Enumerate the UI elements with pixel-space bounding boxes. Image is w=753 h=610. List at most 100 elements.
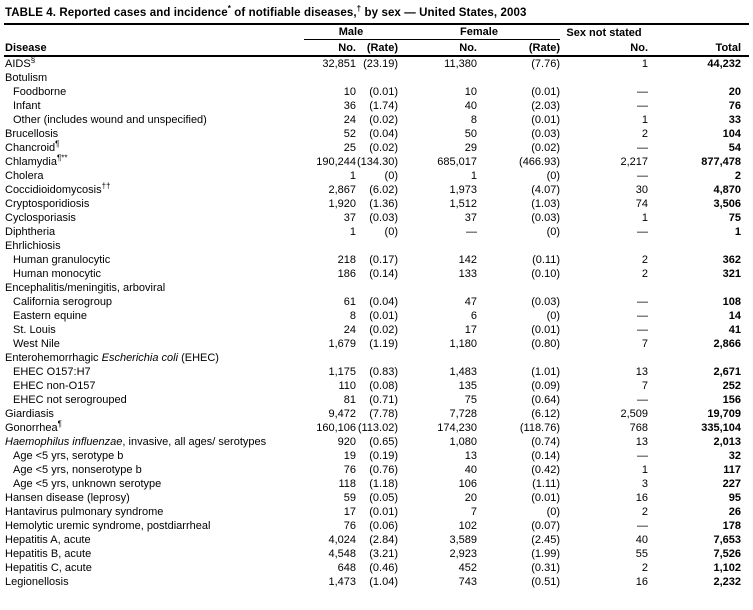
table-row: Other (includes wound and unspecified) 24… <box>4 113 749 127</box>
female-rate-cell: (7.76) <box>531 58 561 70</box>
disease-name-cell: Human monocytic <box>4 267 304 281</box>
female-rate-cell: (118.76) <box>519 422 561 434</box>
table-row: California serogroup 61 (0.04) 47 (0.03) — 108 <box>4 295 749 309</box>
female-rate-cell: (0.42) <box>531 464 561 476</box>
footnote-marker-asterisk: * <box>227 4 231 14</box>
sex-not-stated-no-cell: 16 <box>635 576 649 588</box>
total-cell: 20 <box>728 86 742 98</box>
table-row: Hepatitis B, acute 4,548 (3.21) 2,923 (1.99)… <box>4 547 749 561</box>
sex-not-stated-no-cell <box>560 281 648 295</box>
male-rate-cell: (0) <box>384 226 398 238</box>
male-no-cell: 76 <box>343 464 356 476</box>
male-no-cell: 52 <box>343 128 356 140</box>
disease-name-segment: Hepatitis B, acute <box>5 548 92 560</box>
total-cell: 3,506 <box>713 198 742 210</box>
female-no-cell: 685,017 <box>437 156 477 168</box>
disease-name-cell: Infant <box>4 99 304 113</box>
table-row: Gonorrhea¶ 160,106 (113.02) 174,230 (118.76)… <box>4 420 749 435</box>
female-no-cell: 8 <box>470 114 477 126</box>
disease-name-cell: Age <5 yrs, unknown serotype <box>4 477 304 491</box>
male-no-cell: 1 <box>349 226 356 238</box>
disease-name-segment: Giardiasis <box>5 408 54 420</box>
female-no-cell: 50 <box>464 128 477 140</box>
disease-group-row: Encephalitis/meningitis, arboviral <box>4 281 749 295</box>
sex-not-stated-no-cell: — <box>637 324 649 336</box>
total-cell <box>648 71 749 85</box>
total-cell: 2,671 <box>713 366 742 378</box>
male-no-cell: 190,244 <box>316 156 356 168</box>
female-no-cell: 13 <box>464 450 477 462</box>
disease-name-segment: Brucellosis <box>5 128 59 140</box>
male-no-cell: 61 <box>343 296 356 308</box>
male-no-cell: 17 <box>343 506 356 518</box>
disease-name-segment: Gonorrhea <box>5 422 58 434</box>
disease-name-segment: Human monocytic <box>13 268 102 280</box>
female-rate-cell: (6.12) <box>531 408 561 420</box>
male-no-cell: 32,851 <box>322 58 356 70</box>
female-rate-cell: (2.45) <box>531 534 561 546</box>
sex-not-stated-no-cell: 13 <box>635 436 649 448</box>
male-no-cell: 1,473 <box>328 576 356 588</box>
table-row: AIDS§ 32,851 (23.19) 11,380 (7.76) 1 44,232 <box>4 56 749 71</box>
table-row: Age <5 yrs, nonserotype b 76 (0.76) 40 (0.42… <box>4 463 749 477</box>
total-cell <box>648 351 749 365</box>
disease-name-cell: AIDS§ <box>4 56 304 71</box>
female-rate-cell: (2.03) <box>531 100 561 112</box>
male-no-cell: 4,024 <box>328 534 356 546</box>
sex-not-stated-no-cell: — <box>637 394 649 406</box>
female-rate-cell: (0.09) <box>531 380 561 392</box>
spacer-cell <box>4 25 304 40</box>
female-rate-cell: (0.51) <box>531 576 561 588</box>
sex-not-stated-no-cell: 7 <box>641 338 649 350</box>
disease-name-segment: Other (includes wound and unspecified) <box>13 114 207 126</box>
male-no-cell: 4,548 <box>328 548 356 560</box>
table-row: Legionellosis 1,473 (1.04) 743 (0.51) 16 2,232 <box>4 575 749 589</box>
male-rate-cell: (0.14) <box>369 268 398 280</box>
disease-name-segment: Ehrlichiosis <box>5 240 61 252</box>
male-no-cell: 36 <box>343 100 356 112</box>
table-body: AIDS§ 32,851 (23.19) 11,380 (7.76) 1 44,232 Bot… <box>4 56 749 589</box>
title-text: of notifiable diseases, <box>230 7 357 19</box>
sex-not-stated-no-cell: 16 <box>635 492 649 504</box>
sex-not-stated-no-cell: 30 <box>635 184 649 196</box>
table-row: Cyclosporiasis 37 (0.03) 37 (0.03) 1 75 <box>4 211 749 225</box>
male-rate-cell: (0.04) <box>369 296 398 308</box>
disease-name-cell: Other (includes wound and unspecified) <box>4 113 304 127</box>
total-cell: 1 <box>734 226 742 238</box>
total-cell: 7,653 <box>713 534 742 546</box>
disease-name-segment: Encephalitis/meningitis, arboviral <box>5 282 166 294</box>
disease-name-cell: Human granulocytic <box>4 253 304 267</box>
sex-not-stated-group-header: Sex not stated <box>566 26 642 39</box>
table-row: Chlamydia¶** 190,244 (134.30) 685,017 (466.9… <box>4 154 749 169</box>
disease-name-segment: Infant <box>13 100 41 112</box>
male-rate-cell: (1.04) <box>369 576 398 588</box>
male-rate-cell: (1.19) <box>369 338 398 350</box>
table-row: Giardiasis 9,472 (7.78) 7,728 (6.12) 2,509 19,… <box>4 407 749 421</box>
total-cell: 19,709 <box>707 408 742 420</box>
total-cell: 7,526 <box>713 548 742 560</box>
table-row: Coccidioidomycosis†† 2,867 (6.02) 1,973 (4.0… <box>4 182 749 197</box>
table-row: Human monocytic 186 (0.14) 133 (0.10) 2 321 <box>4 267 749 281</box>
female-no-cell: 452 <box>458 562 477 574</box>
sex-not-stated-no-cell <box>560 239 648 253</box>
disease-name-cell: Cholera <box>4 169 304 183</box>
male-no-cell: 648 <box>337 562 356 574</box>
disease-group-row: Ehrlichiosis <box>4 239 749 253</box>
sex-not-stated-no-cell: 768 <box>629 422 649 434</box>
female-rate-cell <box>477 71 560 85</box>
total-cell: 2,866 <box>713 338 742 350</box>
female-no-cell: 2,923 <box>449 548 477 560</box>
table-row: EHEC not serogrouped 81 (0.71) 75 (0.64) — 156 <box>4 393 749 407</box>
sex-not-stated-no-cell: 2 <box>641 268 649 280</box>
female-rate-cell: (1.03) <box>531 198 561 210</box>
table-row: Hepatitis A, acute 4,024 (2.84) 3,589 (2.45)… <box>4 533 749 547</box>
female-no-cell: 17 <box>464 324 477 336</box>
disease-name-segment: Cryptosporidiosis <box>5 198 90 210</box>
male-rate-cell: (113.02) <box>357 422 398 434</box>
female-rate-cell <box>477 281 560 295</box>
male-no-cell: 1,679 <box>328 338 356 350</box>
table-row: Hantavirus pulmonary syndrome 17 (0.01) 7 (0… <box>4 505 749 519</box>
female-no-cell: 20 <box>464 492 477 504</box>
disease-name-cell: Foodborne <box>4 85 304 99</box>
female-rate-cell: (0) <box>546 170 561 182</box>
